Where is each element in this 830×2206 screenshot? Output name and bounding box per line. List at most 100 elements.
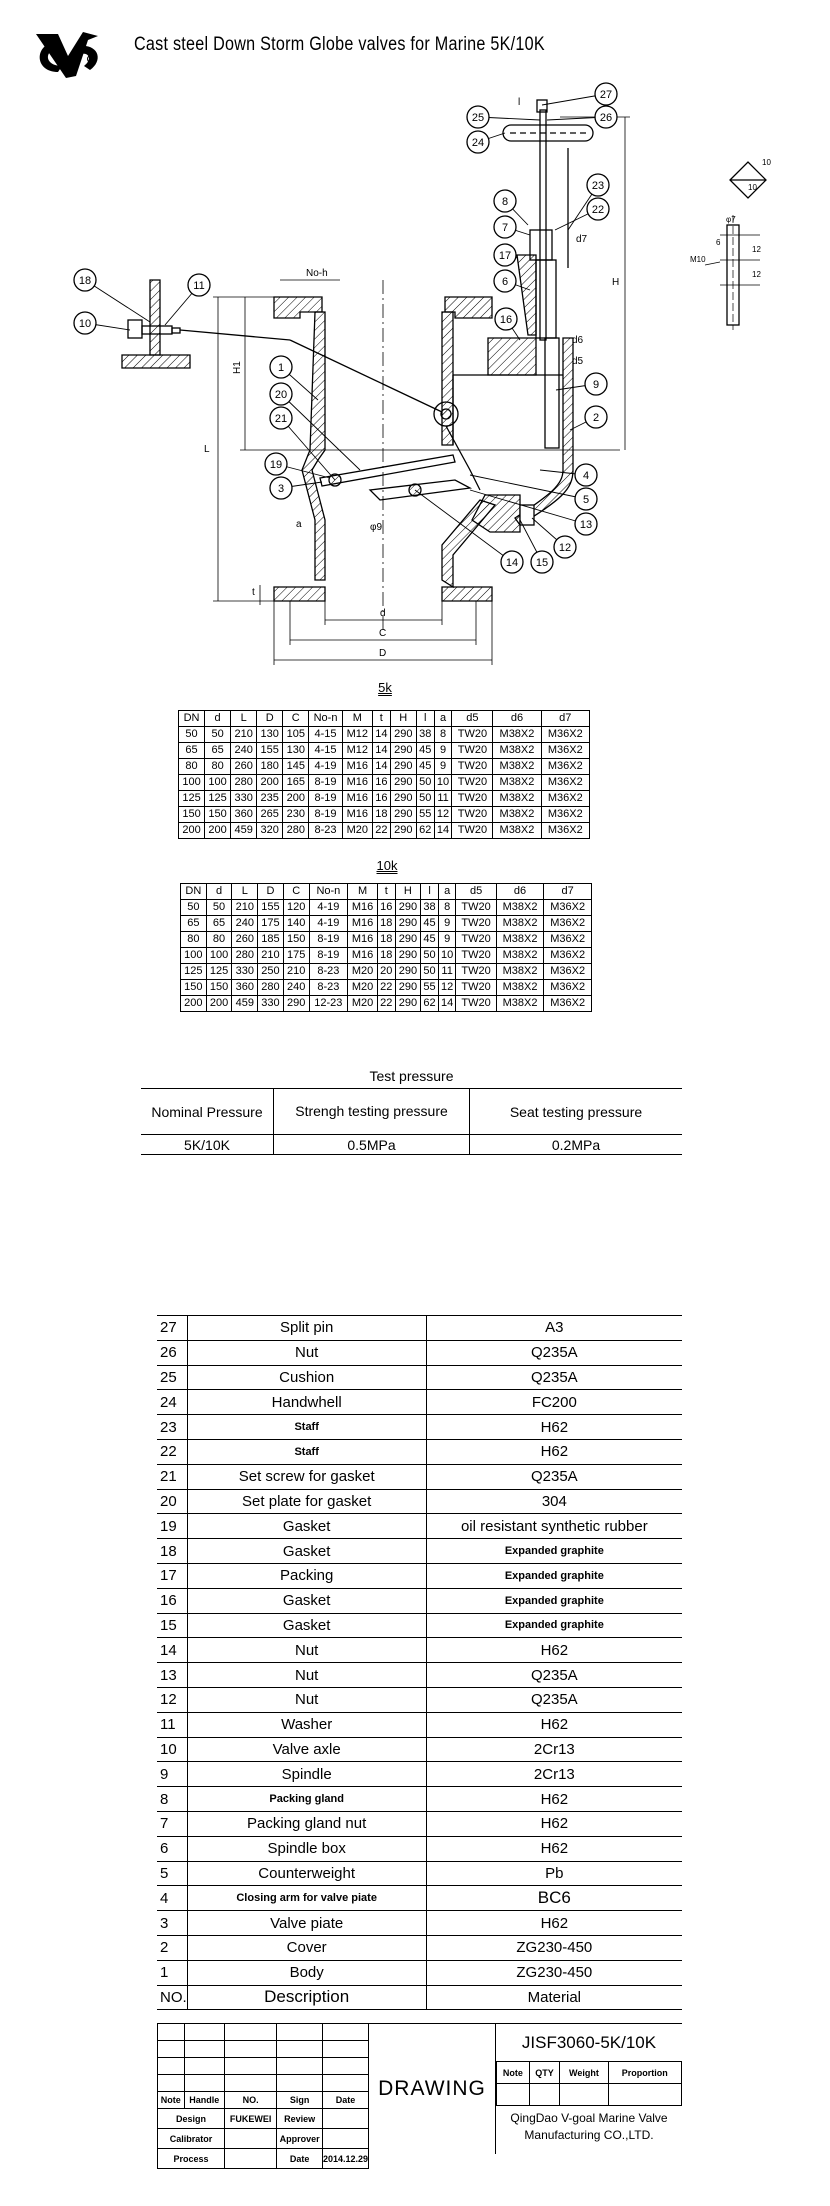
table-cell: 290 [394,915,422,932]
table-cell: M38X2 [495,915,545,932]
table-cell: 105 [282,726,310,743]
table-cell: 4-15 [308,742,343,759]
table-cell: 240 [231,915,259,932]
part-material: ZG230-450 [425,1959,682,1986]
balloon-number: 25 [472,112,484,124]
table-cell: M36X2 [543,963,592,980]
table-cell: 200 [180,995,207,1012]
part-description: Nut [187,1662,427,1688]
left-wall [301,311,326,581]
table-cell: 50 [204,726,232,743]
part-number: 17 [157,1562,188,1589]
table-cell: TW20 [451,806,494,823]
balloon-number: 27 [600,89,612,101]
dim-t: t [252,587,255,598]
header-nominal: Nominal Pressure [141,1088,274,1135]
part-material: 2Cr13 [425,1736,682,1763]
dim-c: C [379,628,386,639]
table-cell: 175 [282,947,310,964]
leader-line [84,279,151,323]
table-cell: M16 [341,758,373,775]
table-cell: 9 [433,742,453,759]
parts-row: 21 Set screw for gasket Q235A [157,1463,682,1490]
table-cell: 4-19 [308,758,343,775]
table-cell: TW20 [455,931,497,948]
table-cell: 150 [282,931,310,948]
table-cell: 65 [204,742,232,759]
review-label: Review [276,2108,323,2129]
column-header: d5 [455,883,497,900]
table-cell: 9 [437,915,457,932]
sign-header: NO. [223,2091,278,2109]
part-description: Staff [187,1414,427,1440]
calibrator-label: Calibrator [157,2128,225,2149]
table-cell: M38X2 [492,742,542,759]
table-row: 65 65 240 175 140 4-19 M16 18 290 45 9 TW20 M38X2 M36… [180,915,592,932]
table-cell: 235 [256,790,284,807]
balloon-number: 13 [580,519,592,531]
table-cell: M16 [347,899,378,916]
dim-h1: H1 [232,361,243,374]
table-cell: 50 [205,899,233,916]
part-description: Gasket [187,1538,427,1564]
table-cell: M36X2 [543,947,592,964]
column-header: t [371,710,391,727]
part-balloon: 17 [493,243,517,267]
table-row: 80 80 260 180 145 4-19 M16 14 290 45 9 TW20 M38X2 M36… [177,758,591,775]
column-header: l [420,883,439,900]
table-cell: M16 [341,774,373,791]
part-description: Valve piate [187,1910,427,1936]
table-cell: 38 [415,726,435,743]
design-label: Design [157,2108,225,2129]
part-description: Closing arm for valve piate [187,1885,427,1912]
table-cell: 265 [256,806,284,823]
leader-line [469,489,587,525]
table-cell: 320 [256,822,284,839]
part-material: H62 [425,1786,682,1812]
part-description: Packing gland [187,1786,427,1812]
dim-d5: d5 [572,356,584,367]
table-row: 100 100 280 210 175 8-19 M16 18 290 50 10 TW20 M38X2… [180,947,592,964]
table-cell: 230 [282,806,310,823]
part-balloon: 12 [553,535,577,559]
bottom-flange-left [273,586,326,602]
balloon-number: 17 [499,250,511,262]
detail-12a: 12 [752,245,761,254]
table-cell: TW20 [455,979,497,996]
page-title: Cast steel Down Storm Globe valves for M… [134,34,545,55]
table-cell: 280 [230,774,258,791]
table-cell: 200 [204,822,232,839]
table-cell: 185 [257,931,284,948]
sign-header: Note [157,2091,185,2109]
part-description: Packing gland nut [187,1810,427,1837]
header-no: NO. [157,1984,188,2011]
column-header: M [341,710,373,727]
table-cell: 290 [389,806,417,823]
balloon-number: 20 [275,389,287,401]
dim-a: a [296,519,302,530]
header-description: Description [187,1984,427,2011]
part-number: 27 [157,1315,188,1341]
part-number: 20 [157,1488,188,1515]
table-cell: TW20 [455,963,497,980]
parts-row: 6 Spindle box H62 [157,1835,682,1862]
balloon-number: 5 [583,494,589,506]
table-cell: 14 [371,758,391,775]
parts-row: 10 Valve axle 2Cr13 [157,1736,682,1763]
part-number: 7 [157,1810,188,1837]
table-row: 200 200 459 320 280 8-23 M20 22 290 62 14 TW20 M38X2… [177,822,591,839]
process-label: Process [157,2148,225,2169]
parts-row: 14 Nut H62 [157,1637,682,1664]
table-cell: M38X2 [495,963,545,980]
column-header: No-n [308,710,343,727]
table-cell: 125 [204,790,232,807]
column-header: d7 [540,710,591,727]
balloon-number: 24 [472,137,484,149]
dim-l-small: l [518,97,520,108]
parts-row: 4 Closing arm for valve piate BC6 [157,1885,682,1912]
parts-row: 9 Spindle 2Cr13 [157,1761,682,1788]
table-cell: 210 [230,726,258,743]
column-header: d5 [451,710,494,727]
part-material: H62 [425,1711,682,1738]
